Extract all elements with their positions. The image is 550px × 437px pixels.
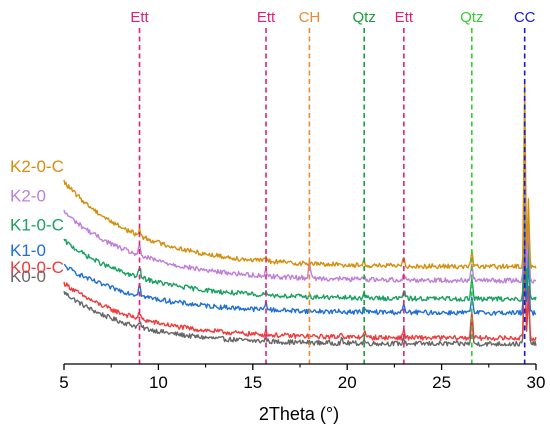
- x-tick-label: 10: [149, 373, 168, 392]
- reference-label-ett: Ett: [257, 9, 276, 26]
- series-label-k1-0: K1-0: [10, 241, 46, 260]
- x-tick-label: 25: [432, 373, 451, 392]
- series-label-k2-0: K2-0: [10, 187, 46, 206]
- series-label-k1-0-c: K1-0-C: [10, 215, 64, 234]
- reference-label-qtz: Qtz: [353, 9, 376, 26]
- series-line-k1-0-c: [63, 174, 537, 302]
- reference-label-qtz: Qtz: [460, 9, 483, 26]
- series-layer: [63, 81, 537, 347]
- series-line-k2-0-c: [63, 81, 537, 270]
- series-line-k2-0: [63, 130, 537, 284]
- series-label-k2-0-c: K2-0-C: [10, 157, 64, 176]
- series-label-k0-0: K0-0: [10, 267, 46, 286]
- reference-lines-layer: Ett Ett CH Qtz Ett Qtz CC: [130, 9, 536, 364]
- series-label-k0-0-c: K0-0-C: [10, 258, 64, 277]
- x-axis-title: 2Theta (°): [259, 404, 339, 424]
- series-line-k0-0-c: [63, 233, 537, 342]
- x-tick-label: 15: [243, 373, 262, 392]
- x-tick-label: 5: [59, 373, 68, 392]
- x-tick-label: 30: [527, 373, 546, 392]
- series-labels-layer: K0-0K0-0-CK1-0 K1-0-C K2-0 K2-0-C: [10, 157, 64, 286]
- x-tick-label: 20: [338, 373, 357, 392]
- series-line-k1-0: [63, 184, 537, 316]
- series-line-k0-0: [63, 250, 537, 347]
- reference-label-cc: CC: [514, 9, 536, 26]
- reference-label-ch: CH: [299, 9, 321, 26]
- reference-label-ett: Ett: [395, 9, 414, 26]
- reference-label-ett: Ett: [130, 9, 149, 26]
- x-axis: 5 10 15 20 25 30: [59, 363, 546, 392]
